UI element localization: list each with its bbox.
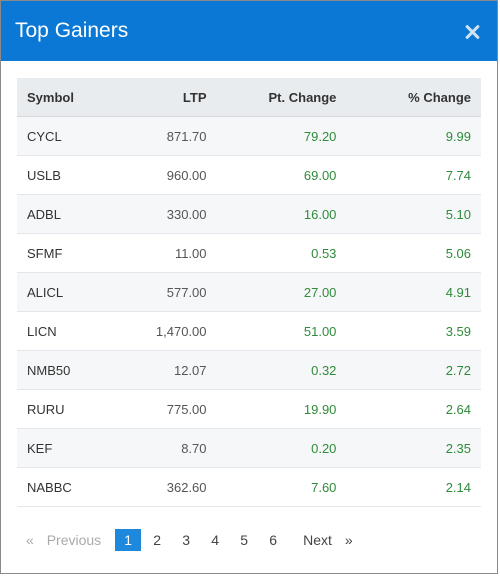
cell-pct-change: 2.72 (346, 350, 481, 390)
cell-pt-change: 69.00 (216, 155, 347, 195)
table-container: Symbol LTP Pt. Change % Change CYCL 871.… (1, 61, 497, 507)
cell-ltp: 362.60 (133, 467, 217, 507)
cell-symbol[interactable]: NMB50 (17, 350, 133, 390)
previous-label: Previous (46, 532, 102, 548)
cell-pct-change: 3.59 (346, 311, 481, 351)
cell-symbol[interactable]: USLB (17, 155, 133, 195)
modal-header: Top Gainers (1, 1, 497, 61)
page-button-6[interactable]: 6 (269, 532, 278, 548)
cell-symbol[interactable]: CYCL (17, 116, 133, 156)
cell-pct-change: 5.10 (346, 194, 481, 234)
cell-symbol[interactable]: NABBC (17, 467, 133, 507)
table-row: KEF 8.70 0.20 2.35 (17, 428, 481, 468)
cell-pct-change: 7.74 (346, 155, 481, 195)
page-button-1[interactable]: 1 (115, 529, 142, 551)
table-row: SFMF 11.00 0.53 5.06 (17, 233, 481, 273)
cell-pt-change: 0.53 (216, 233, 347, 273)
cell-ltp: 330.00 (133, 194, 217, 234)
table-header-row: Symbol LTP Pt. Change % Change (17, 78, 481, 117)
next-page-button[interactable]: Next » (303, 532, 352, 548)
cell-ltp: 8.70 (133, 428, 217, 468)
table-row: USLB 960.00 69.00 7.74 (17, 155, 481, 195)
cell-ltp: 960.00 (133, 155, 217, 195)
table-row: LICN 1,470.00 51.00 3.59 (17, 311, 481, 351)
cell-ltp: 1,470.00 (133, 311, 217, 351)
cell-symbol[interactable]: SFMF (17, 233, 133, 273)
next-label: Next (303, 532, 332, 548)
double-chevron-right-icon: » (344, 532, 353, 548)
cell-pt-change: 79.20 (216, 116, 347, 156)
page-button-5[interactable]: 5 (240, 532, 249, 548)
cell-pt-change: 19.90 (216, 389, 347, 429)
gainers-table: Symbol LTP Pt. Change % Change CYCL 871.… (17, 78, 481, 507)
column-header-pct-change[interactable]: % Change (346, 78, 481, 117)
column-header-pt-change[interactable]: Pt. Change (216, 78, 347, 117)
cell-ltp: 577.00 (133, 272, 217, 312)
cell-pct-change: 2.35 (346, 428, 481, 468)
cell-ltp: 12.07 (133, 350, 217, 390)
cell-pct-change: 5.06 (346, 233, 481, 273)
cell-symbol[interactable]: KEF (17, 428, 133, 468)
column-header-ltp[interactable]: LTP (133, 78, 217, 117)
table-row: NABBC 362.60 7.60 2.14 (17, 467, 481, 507)
cell-pt-change: 27.00 (216, 272, 347, 312)
table-row: ADBL 330.00 16.00 5.10 (17, 194, 481, 234)
cell-pct-change: 2.64 (346, 389, 481, 429)
pagination: « Previous 1 2 3 4 5 6 Next » (26, 529, 497, 551)
close-icon[interactable] (461, 21, 483, 43)
cell-pct-change: 4.91 (346, 272, 481, 312)
table-row: CYCL 871.70 79.20 9.99 (17, 116, 481, 156)
cell-pt-change: 0.32 (216, 350, 347, 390)
cell-symbol[interactable]: RURU (17, 389, 133, 429)
modal-title: Top Gainers (15, 19, 129, 42)
table-row: RURU 775.00 19.90 2.64 (17, 389, 481, 429)
cell-ltp: 871.70 (133, 116, 217, 156)
column-header-symbol[interactable]: Symbol (17, 78, 133, 117)
cell-pt-change: 7.60 (216, 467, 347, 507)
cell-pct-change: 9.99 (346, 116, 481, 156)
cell-pt-change: 0.20 (216, 428, 347, 468)
cell-symbol[interactable]: LICN (17, 311, 133, 351)
cell-pt-change: 51.00 (216, 311, 347, 351)
table-row: NMB50 12.07 0.32 2.72 (17, 350, 481, 390)
table-row: ALICL 577.00 27.00 4.91 (17, 272, 481, 312)
cell-pt-change: 16.00 (216, 194, 347, 234)
cell-pct-change: 2.14 (346, 467, 481, 507)
page-button-4[interactable]: 4 (211, 532, 220, 548)
cell-ltp: 775.00 (133, 389, 217, 429)
cell-symbol[interactable]: ADBL (17, 194, 133, 234)
cell-symbol[interactable]: ALICL (17, 272, 133, 312)
double-chevron-left-icon: « (26, 532, 34, 548)
cell-ltp: 11.00 (133, 233, 217, 273)
previous-page-button[interactable]: « Previous (26, 532, 101, 548)
page-button-2[interactable]: 2 (153, 532, 162, 548)
page-button-3[interactable]: 3 (182, 532, 191, 548)
